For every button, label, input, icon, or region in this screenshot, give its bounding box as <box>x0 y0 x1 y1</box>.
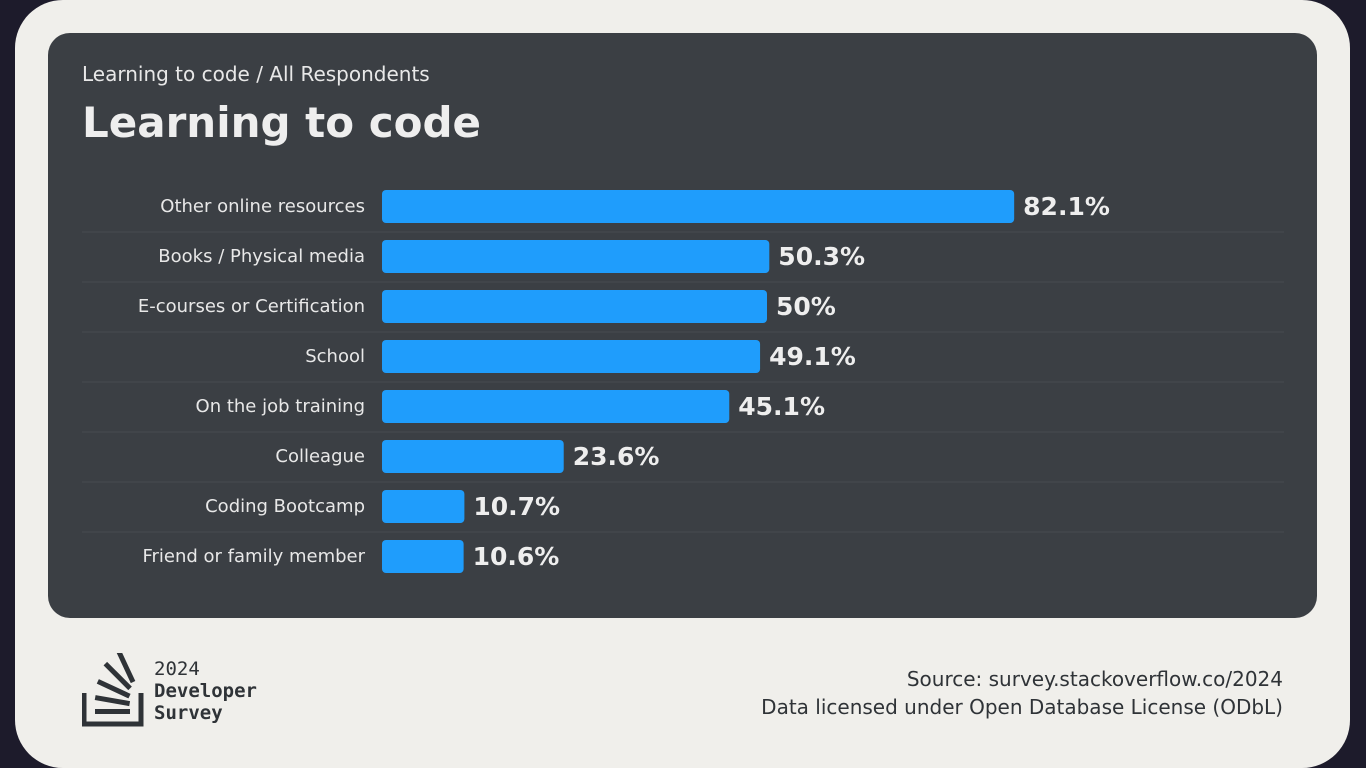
category-label: School <box>305 346 365 367</box>
value-label: 50.3% <box>778 242 865 271</box>
breadcrumb: Learning to code / All Respondents <box>82 62 430 86</box>
bar <box>382 490 465 523</box>
bar <box>382 190 1015 223</box>
category-label: Books / Physical media <box>158 246 365 267</box>
license-text: Data licensed under Open Database Licens… <box>761 695 1283 719</box>
category-label: Coding Bootcamp <box>205 496 365 517</box>
logo-line-1: Developer <box>154 680 257 702</box>
value-label: 50% <box>776 292 836 321</box>
value-label: 82.1% <box>1023 192 1110 221</box>
value-label: 23.6% <box>573 442 660 471</box>
category-label: Friend or family member <box>142 546 365 567</box>
source-text: Source: survey.stackoverflow.co/2024 <box>906 667 1283 691</box>
logo-text: 2024 Developer Survey <box>154 658 257 724</box>
source-footer: Source: survey.stackoverflow.co/2024 Dat… <box>761 665 1283 721</box>
page-title: Learning to code <box>82 98 482 147</box>
category-label: On the job training <box>196 396 365 417</box>
logo-line-2: Survey <box>154 702 223 724</box>
stack-overflow-logo-icon <box>82 653 144 727</box>
category-label: Other online resources <box>160 196 365 217</box>
value-label: 49.1% <box>769 342 856 371</box>
bar <box>382 240 770 273</box>
value-label: 10.7% <box>473 492 560 521</box>
category-label: E-courses or Certification <box>138 296 365 317</box>
logo-year: 2024 <box>154 658 200 680</box>
bar <box>382 540 464 573</box>
value-label: 10.6% <box>473 542 560 571</box>
bar <box>382 390 730 423</box>
bar <box>382 340 761 373</box>
value-label: 45.1% <box>738 392 825 421</box>
chart-card <box>48 33 1317 618</box>
bar <box>382 440 564 473</box>
bar <box>382 290 767 323</box>
category-label: Colleague <box>275 446 365 467</box>
